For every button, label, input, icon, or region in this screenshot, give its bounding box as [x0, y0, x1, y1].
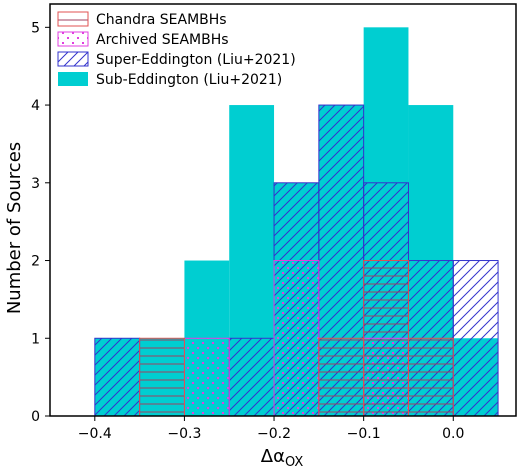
legend-swatch-2	[57, 31, 89, 47]
y-tick-label: 5	[31, 20, 40, 36]
y-tick-label: 4	[31, 98, 40, 114]
x-axis-label: ΔαOX	[261, 446, 304, 468]
axes-layer: −0.4 −0.3 −0.2 −0.1 0.0 0 1 2 3 4 5	[31, 3, 517, 442]
bar-series-1-bin-3	[228, 337, 275, 417]
y-axis-label: Number of Sources	[4, 142, 25, 314]
legend-label-1: Super-Eddington (Liu+2021)	[96, 52, 296, 68]
legend-swatch-0	[58, 72, 88, 86]
legend-swatch-1	[57, 51, 89, 67]
bar-series-2-bin-2	[183, 337, 230, 417]
legend-label-3: Chandra SEAMBHs	[96, 12, 227, 28]
x-tick-label: 0.0	[442, 426, 464, 442]
x-tick-label: −0.1	[347, 426, 381, 442]
bar-series-1-bin-0	[94, 337, 141, 417]
legend: Chandra SEAMBHs Archived SEAMBHs Super-Edd…	[57, 11, 296, 88]
legend-swatch-3	[57, 11, 89, 27]
bar-series-3-bin-5	[318, 337, 365, 417]
legend-label-0: Sub-Eddington (Liu+2021)	[96, 72, 282, 88]
y-tick-label: 3	[31, 176, 40, 192]
bar-series-3-bin-1	[139, 337, 185, 417]
bars-layer	[94, 27, 499, 417]
x-tick-label: −0.4	[78, 426, 112, 442]
y-tick-label: 2	[31, 254, 40, 270]
plot-frame	[49, 3, 517, 417]
y-tick-label: 1	[31, 331, 40, 347]
x-tick-label: −0.2	[257, 426, 291, 442]
bar-series-2-bin-4	[273, 260, 320, 417]
y-tick-label: 0	[31, 409, 40, 425]
bar-series-3-bin-7	[407, 337, 454, 417]
bar-series-1-bin-8	[452, 260, 499, 417]
legend-label-2: Archived SEAMBHs	[96, 32, 229, 48]
bar-series-3-bin-6	[363, 260, 409, 417]
x-tick-label: −0.3	[167, 426, 201, 442]
